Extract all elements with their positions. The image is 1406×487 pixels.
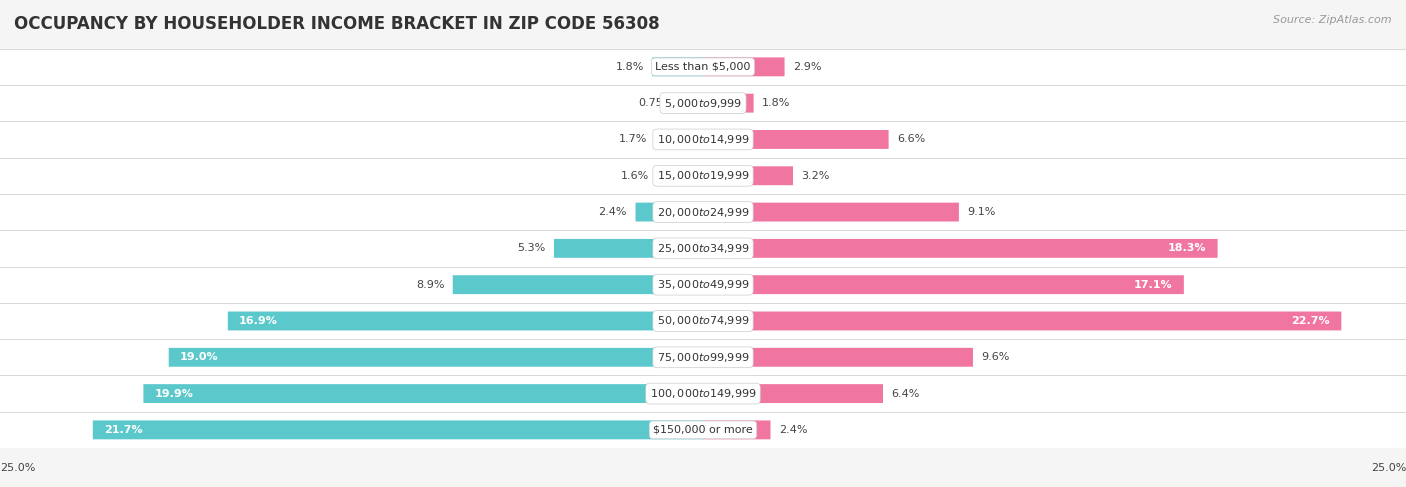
- FancyBboxPatch shape: [682, 94, 703, 112]
- FancyBboxPatch shape: [703, 239, 1218, 258]
- FancyBboxPatch shape: [0, 266, 1406, 303]
- FancyBboxPatch shape: [703, 57, 785, 76]
- FancyBboxPatch shape: [143, 384, 703, 403]
- Text: $50,000 to $74,999: $50,000 to $74,999: [657, 315, 749, 327]
- Text: 2.9%: 2.9%: [793, 62, 821, 72]
- Text: $10,000 to $14,999: $10,000 to $14,999: [657, 133, 749, 146]
- Text: 1.6%: 1.6%: [621, 171, 650, 181]
- Text: 1.8%: 1.8%: [762, 98, 790, 108]
- FancyBboxPatch shape: [703, 203, 959, 222]
- FancyBboxPatch shape: [703, 420, 770, 439]
- Text: $25,000 to $34,999: $25,000 to $34,999: [657, 242, 749, 255]
- Text: 25.0%: 25.0%: [0, 463, 35, 472]
- Text: OCCUPANCY BY HOUSEHOLDER INCOME BRACKET IN ZIP CODE 56308: OCCUPANCY BY HOUSEHOLDER INCOME BRACKET …: [14, 15, 659, 33]
- Text: 2.4%: 2.4%: [599, 207, 627, 217]
- FancyBboxPatch shape: [703, 384, 883, 403]
- FancyBboxPatch shape: [0, 230, 1406, 266]
- Text: 1.7%: 1.7%: [619, 134, 647, 145]
- FancyBboxPatch shape: [0, 303, 1406, 339]
- Text: 3.2%: 3.2%: [801, 171, 830, 181]
- Text: $20,000 to $24,999: $20,000 to $24,999: [657, 206, 749, 219]
- FancyBboxPatch shape: [0, 121, 1406, 158]
- FancyBboxPatch shape: [703, 130, 889, 149]
- Text: $35,000 to $49,999: $35,000 to $49,999: [657, 278, 749, 291]
- Legend: Owner-occupied, Renter-occupied: Owner-occupied, Renter-occupied: [581, 486, 825, 487]
- Text: 17.1%: 17.1%: [1135, 280, 1173, 290]
- Text: 1.8%: 1.8%: [616, 62, 644, 72]
- FancyBboxPatch shape: [703, 348, 973, 367]
- Text: 9.6%: 9.6%: [981, 352, 1010, 362]
- Text: 25.0%: 25.0%: [1371, 463, 1406, 472]
- Text: 19.9%: 19.9%: [155, 389, 194, 398]
- FancyBboxPatch shape: [652, 57, 703, 76]
- FancyBboxPatch shape: [703, 312, 1341, 330]
- Text: 22.7%: 22.7%: [1292, 316, 1330, 326]
- Text: 0.75%: 0.75%: [638, 98, 673, 108]
- Text: 8.9%: 8.9%: [416, 280, 444, 290]
- FancyBboxPatch shape: [169, 348, 703, 367]
- FancyBboxPatch shape: [658, 167, 703, 185]
- FancyBboxPatch shape: [554, 239, 703, 258]
- Text: 5.3%: 5.3%: [517, 244, 546, 253]
- Text: $150,000 or more: $150,000 or more: [654, 425, 752, 435]
- Text: Source: ZipAtlas.com: Source: ZipAtlas.com: [1274, 15, 1392, 25]
- Text: 2.4%: 2.4%: [779, 425, 807, 435]
- Text: $100,000 to $149,999: $100,000 to $149,999: [650, 387, 756, 400]
- FancyBboxPatch shape: [655, 130, 703, 149]
- FancyBboxPatch shape: [0, 49, 1406, 85]
- FancyBboxPatch shape: [703, 94, 754, 112]
- Text: 6.6%: 6.6%: [897, 134, 925, 145]
- FancyBboxPatch shape: [228, 312, 703, 330]
- FancyBboxPatch shape: [703, 275, 1184, 294]
- Text: 21.7%: 21.7%: [104, 425, 142, 435]
- Text: 16.9%: 16.9%: [239, 316, 278, 326]
- Text: $75,000 to $99,999: $75,000 to $99,999: [657, 351, 749, 364]
- Text: $15,000 to $19,999: $15,000 to $19,999: [657, 169, 749, 182]
- FancyBboxPatch shape: [0, 194, 1406, 230]
- FancyBboxPatch shape: [453, 275, 703, 294]
- Text: 18.3%: 18.3%: [1168, 244, 1206, 253]
- Text: Less than $5,000: Less than $5,000: [655, 62, 751, 72]
- FancyBboxPatch shape: [0, 158, 1406, 194]
- FancyBboxPatch shape: [0, 339, 1406, 375]
- FancyBboxPatch shape: [0, 375, 1406, 412]
- FancyBboxPatch shape: [636, 203, 703, 222]
- Text: 19.0%: 19.0%: [180, 352, 218, 362]
- FancyBboxPatch shape: [93, 420, 703, 439]
- FancyBboxPatch shape: [703, 167, 793, 185]
- FancyBboxPatch shape: [0, 412, 1406, 448]
- FancyBboxPatch shape: [0, 85, 1406, 121]
- Text: $5,000 to $9,999: $5,000 to $9,999: [664, 96, 742, 110]
- Text: 9.1%: 9.1%: [967, 207, 995, 217]
- Text: 6.4%: 6.4%: [891, 389, 920, 398]
